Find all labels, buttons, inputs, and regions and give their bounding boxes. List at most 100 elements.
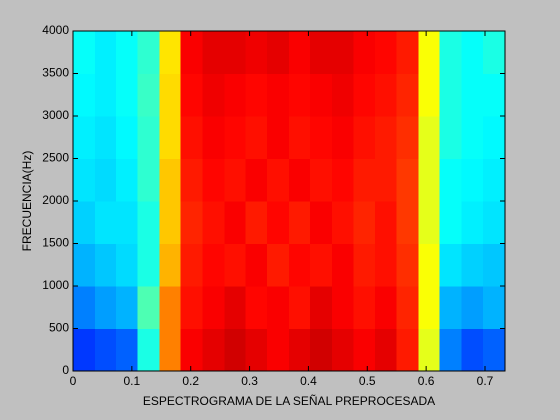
cell	[224, 286, 246, 329]
cell	[94, 73, 117, 117]
x-tick-label: 0.5	[359, 374, 376, 388]
cell	[115, 73, 139, 117]
cell	[310, 201, 333, 244]
cell	[180, 116, 203, 159]
cell	[483, 73, 506, 117]
cell	[289, 73, 311, 117]
y-tick-label: 4000	[42, 23, 69, 37]
y-tick-label: 1500	[42, 236, 69, 250]
cell	[267, 286, 290, 329]
cell	[267, 116, 290, 159]
x-tick-label: 0	[70, 374, 77, 388]
cell	[418, 73, 441, 117]
y-tick-label: 2500	[42, 151, 69, 165]
cell	[331, 158, 355, 202]
cell	[245, 116, 268, 159]
cell	[202, 328, 225, 372]
cell	[374, 158, 398, 202]
cell	[353, 201, 376, 244]
cell	[94, 31, 117, 74]
cell	[439, 116, 462, 159]
cell	[159, 158, 182, 202]
cell	[180, 31, 203, 74]
cell	[439, 328, 462, 372]
cell	[439, 201, 462, 244]
cell	[461, 243, 484, 287]
cell	[289, 286, 311, 329]
cell	[224, 116, 246, 159]
cell	[331, 328, 355, 372]
cell	[461, 73, 484, 117]
cell	[289, 328, 311, 372]
cell	[418, 31, 441, 74]
cell	[159, 73, 182, 117]
cell	[310, 286, 333, 329]
x-tick-label: 0.2	[182, 374, 199, 388]
cell	[310, 73, 333, 117]
cell	[224, 31, 246, 74]
cell	[396, 328, 419, 372]
cell	[180, 243, 203, 287]
cell	[396, 201, 419, 244]
cell	[483, 201, 506, 244]
cell	[310, 328, 333, 372]
cell	[483, 286, 506, 329]
cell	[418, 286, 441, 329]
cell	[439, 73, 462, 117]
cell	[245, 31, 268, 74]
cell	[94, 158, 117, 202]
cell	[224, 243, 246, 287]
cell	[483, 243, 506, 287]
cell	[374, 243, 398, 287]
cell	[224, 201, 246, 244]
cell	[331, 31, 355, 74]
cell	[180, 328, 203, 372]
cell	[159, 328, 182, 372]
cell	[267, 73, 290, 117]
cell	[461, 286, 484, 329]
cell	[224, 328, 246, 372]
cell	[374, 73, 398, 117]
cell	[353, 116, 376, 159]
cell	[94, 243, 117, 287]
cell	[418, 201, 441, 244]
cell	[396, 243, 419, 287]
y-tick-label: 0	[62, 363, 69, 377]
cell	[374, 286, 398, 329]
cell	[374, 328, 398, 372]
cell	[461, 328, 484, 372]
x-tick-label: 0.4	[300, 374, 317, 388]
x-tick-label: 0.6	[418, 374, 435, 388]
cell	[137, 73, 161, 117]
cell	[310, 116, 333, 159]
cell	[461, 158, 484, 202]
cell	[224, 158, 246, 202]
cell	[245, 286, 268, 329]
cell	[94, 328, 117, 372]
cell	[310, 31, 333, 74]
cell	[396, 116, 419, 159]
cell	[137, 286, 161, 329]
cell	[418, 116, 441, 159]
cell	[180, 158, 203, 202]
cell	[310, 243, 333, 287]
cell	[180, 286, 203, 329]
cell	[202, 243, 225, 287]
cell	[115, 286, 139, 329]
x-tick-label: 0.7	[477, 374, 494, 388]
y-tick-label: 500	[49, 321, 69, 335]
cell	[73, 243, 96, 287]
cell	[461, 201, 484, 244]
cell	[374, 116, 398, 159]
cell	[202, 201, 225, 244]
cell	[289, 201, 311, 244]
cell	[159, 243, 182, 287]
cell	[396, 286, 419, 329]
cell	[267, 31, 290, 74]
y-tick-label: 3000	[42, 108, 69, 122]
cell	[289, 243, 311, 287]
y-tick-label: 1000	[42, 278, 69, 292]
x-axis-label: ESPECTROGRAMA DE LA SEÑAL PREPROCESADA	[143, 394, 435, 408]
cell	[353, 286, 376, 329]
